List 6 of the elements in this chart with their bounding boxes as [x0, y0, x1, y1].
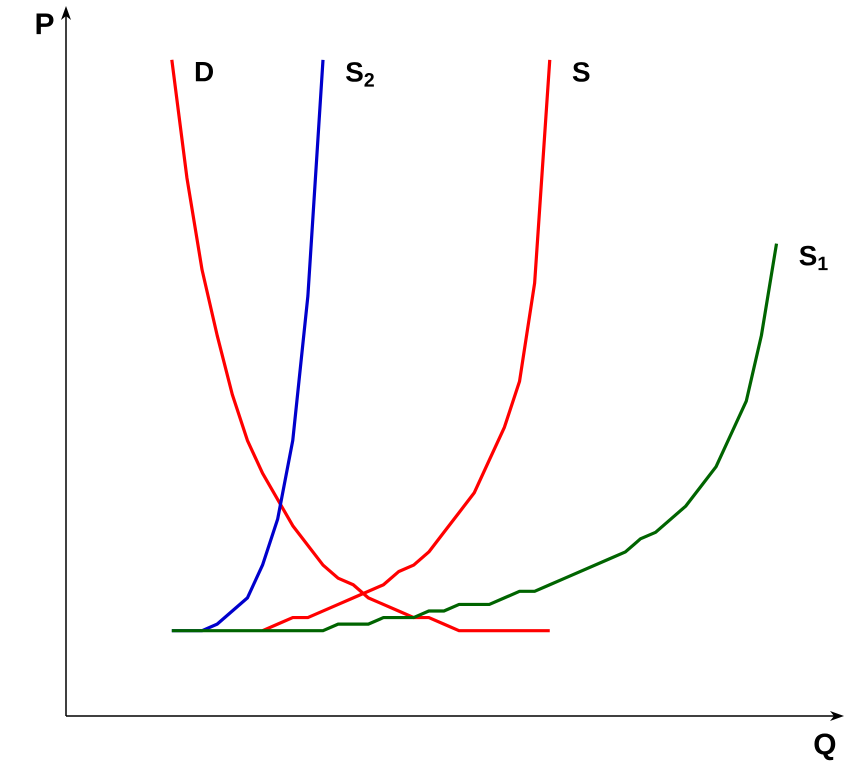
series-label: D [196, 62, 213, 82]
x-axis-title: Q [814, 734, 836, 760]
series-label: S$_{2}$ [346, 62, 374, 87]
series-label: S [572, 62, 590, 82]
y-axis-title: P [36, 14, 54, 34]
series-label: S$_{1}$ [800, 246, 828, 270]
